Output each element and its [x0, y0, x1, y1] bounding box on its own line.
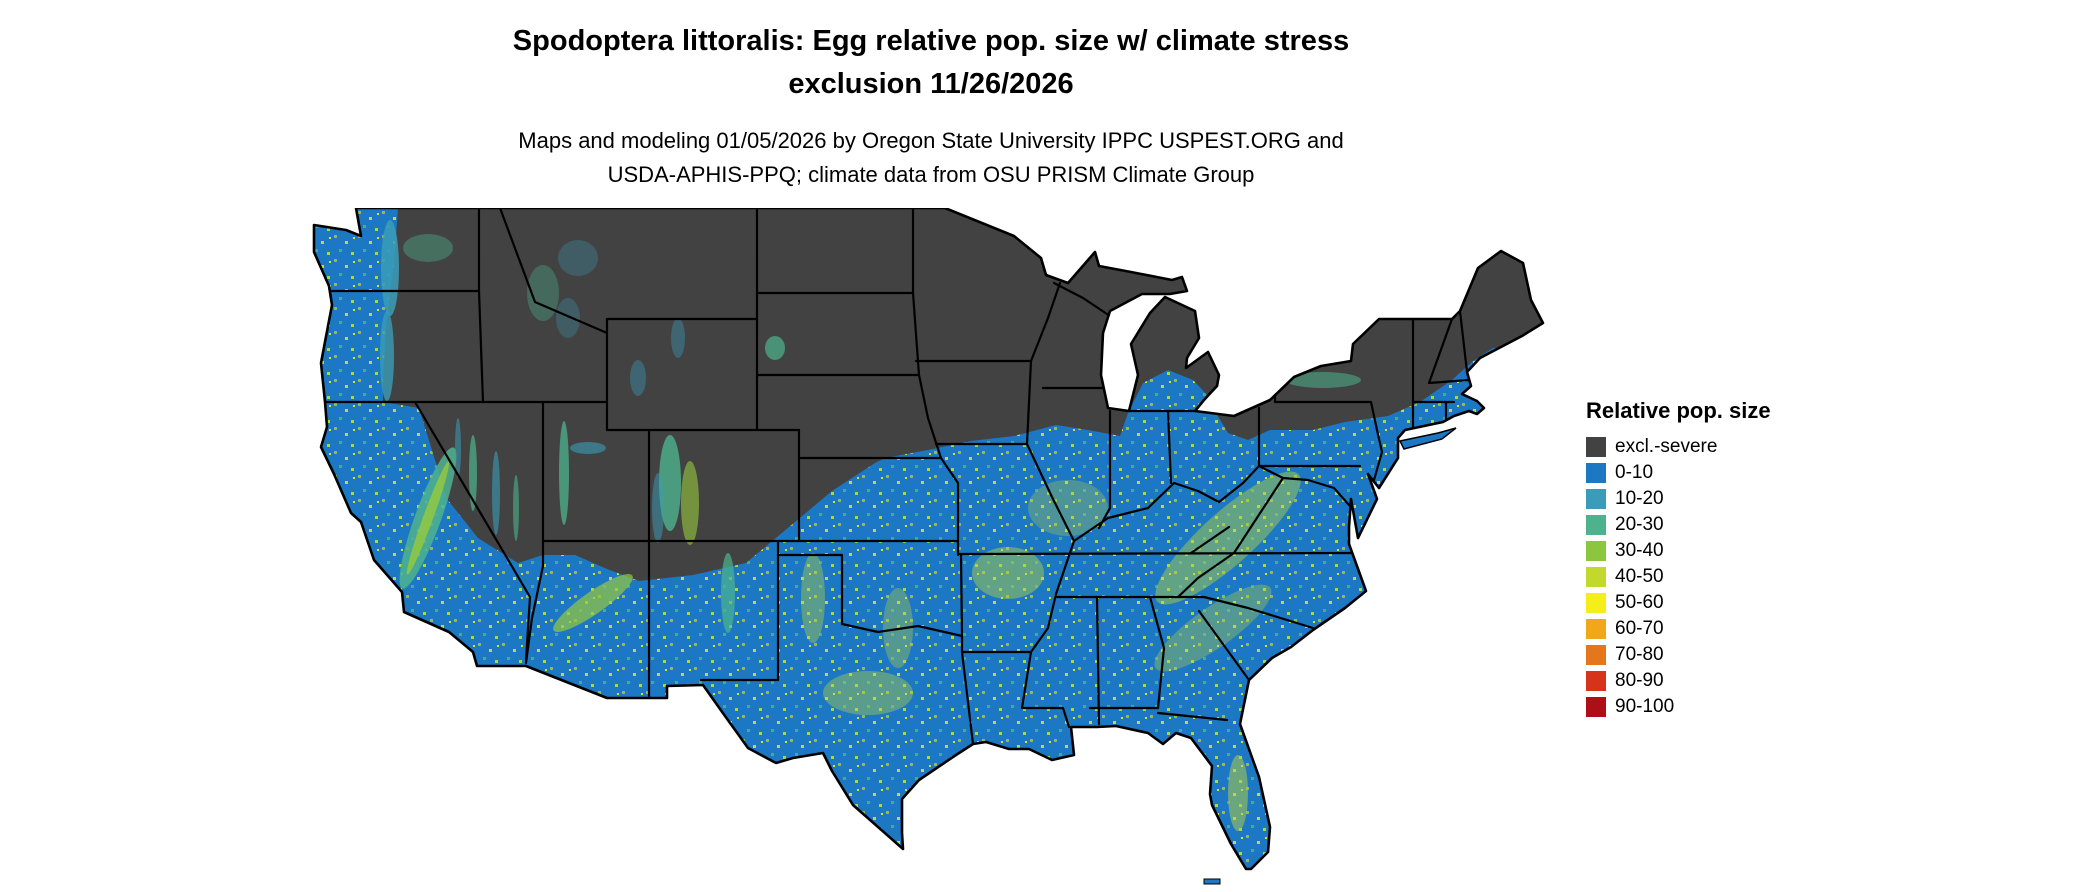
long-island — [1398, 427, 1457, 450]
legend-swatch — [1586, 593, 1606, 613]
legend-swatch — [1586, 489, 1606, 509]
legend-swatch — [1586, 671, 1606, 691]
us-outline — [312, 208, 1545, 871]
legend-swatch — [1586, 697, 1606, 717]
legend-item-label: excl.-severe — [1615, 436, 1718, 457]
legend-item-label: 10-20 — [1615, 488, 1664, 509]
legend-item: 80-90 — [1586, 671, 1771, 691]
legend-item: 40-50 — [1586, 567, 1771, 587]
florida-keys — [1203, 878, 1221, 885]
us-map — [312, 208, 1545, 885]
state-borders — [323, 208, 1471, 746]
legend-item: 70-80 — [1586, 645, 1771, 665]
legend-swatch — [1586, 463, 1606, 483]
legend-item-label: 40-50 — [1615, 566, 1664, 587]
legend-swatch — [1586, 619, 1606, 639]
legend-item: excl.-severe — [1586, 437, 1771, 457]
legend-item-label: 30-40 — [1615, 540, 1664, 561]
legend-swatch — [1586, 645, 1606, 665]
map-mountain-vegetation-patches — [380, 220, 1361, 633]
legend-item: 20-30 — [1586, 515, 1771, 535]
legend-swatch — [1586, 567, 1606, 587]
legend-item: 10-20 — [1586, 489, 1771, 509]
legend-swatch — [1586, 515, 1606, 535]
legend-item-label: 20-30 — [1615, 514, 1664, 535]
legend-item: 30-40 — [1586, 541, 1771, 561]
legend-item: 90-100 — [1586, 697, 1771, 717]
legend-item-label: 0-10 — [1615, 462, 1654, 483]
legend-item: 60-70 — [1586, 619, 1771, 639]
legend-item-label: 70-80 — [1615, 644, 1664, 665]
map-subtitle-line1: Maps and modeling 01/05/2026 by Oregon S… — [518, 128, 1344, 153]
map-subtitle-line2: USDA-APHIS-PPQ; climate data from OSU PR… — [607, 162, 1255, 187]
legend: Relative pop. size excl.-severe 0-10 10-… — [1586, 398, 1771, 723]
map-subtitle: Maps and modeling 01/05/2026 by Oregon S… — [518, 124, 1343, 192]
legend-item-label: 90-100 — [1615, 696, 1675, 717]
map-title: Spodoptera littoralis: Egg relative pop.… — [513, 20, 1349, 106]
legend-item-label: 80-90 — [1615, 670, 1664, 691]
legend-item: 50-60 — [1586, 593, 1771, 613]
map-title-line1: Spodoptera littoralis: Egg relative pop.… — [512, 25, 1350, 57]
legend-item: 0-10 — [1586, 463, 1771, 483]
legend-item-label: 60-70 — [1615, 618, 1664, 639]
legend-item-label: 50-60 — [1615, 592, 1664, 613]
legend-title: Relative pop. size — [1586, 398, 1771, 423]
legend-swatch — [1586, 437, 1606, 457]
map-title-line2: exclusion 11/26/2026 — [788, 68, 1074, 100]
legend-swatch — [1586, 541, 1606, 561]
